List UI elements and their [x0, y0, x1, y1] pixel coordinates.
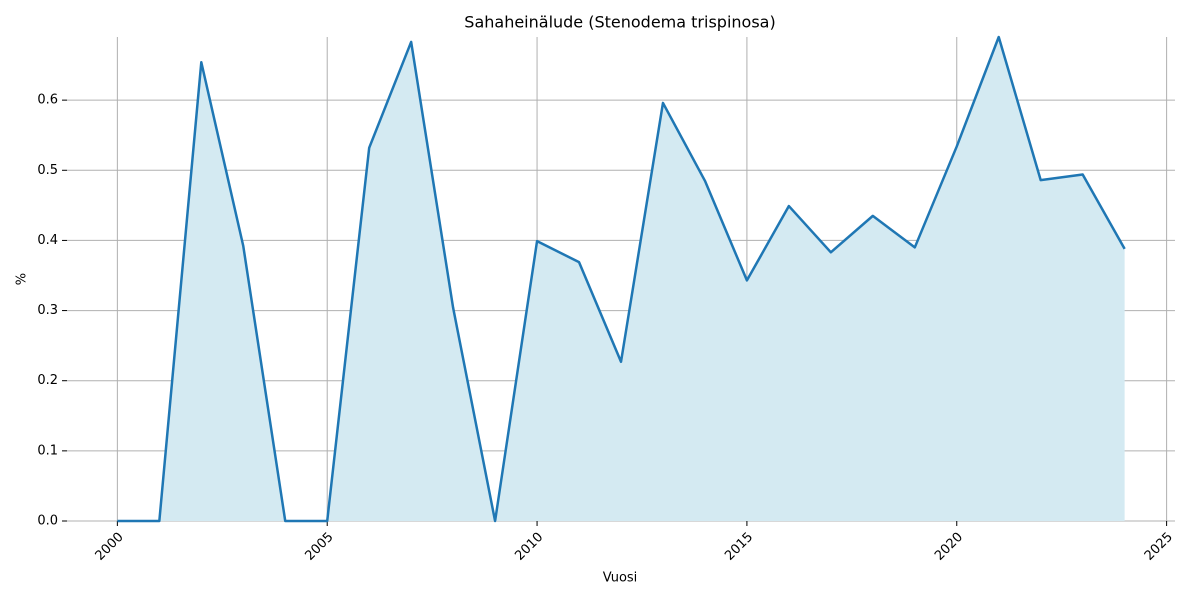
x-axis-label: Vuosi — [603, 571, 638, 586]
y-tick-label: 0.0 — [37, 514, 58, 529]
chart-title: Sahaheinälude (Stenodema trispinosa) — [464, 13, 775, 32]
y-tick-label: 0.2 — [37, 373, 58, 388]
area-fill — [117, 37, 1125, 521]
x-tick-label: 2000 — [93, 530, 127, 564]
y-axis-label: % — [15, 273, 30, 285]
y-tick-label: 0.5 — [37, 163, 58, 178]
y-tick-label: 0.4 — [37, 233, 58, 248]
x-tick-label: 2010 — [512, 530, 546, 564]
x-tick-label: 2025 — [1142, 530, 1176, 564]
y-tick-label: 0.6 — [37, 93, 58, 108]
x-tick-label: 2020 — [932, 530, 966, 564]
line — [117, 35, 1126, 523]
x-tick-label: 2015 — [722, 530, 756, 564]
y-tick-label: 0.1 — [37, 443, 58, 458]
y-tick-label: 0.3 — [37, 303, 58, 318]
x-tick-label: 2005 — [303, 530, 337, 564]
